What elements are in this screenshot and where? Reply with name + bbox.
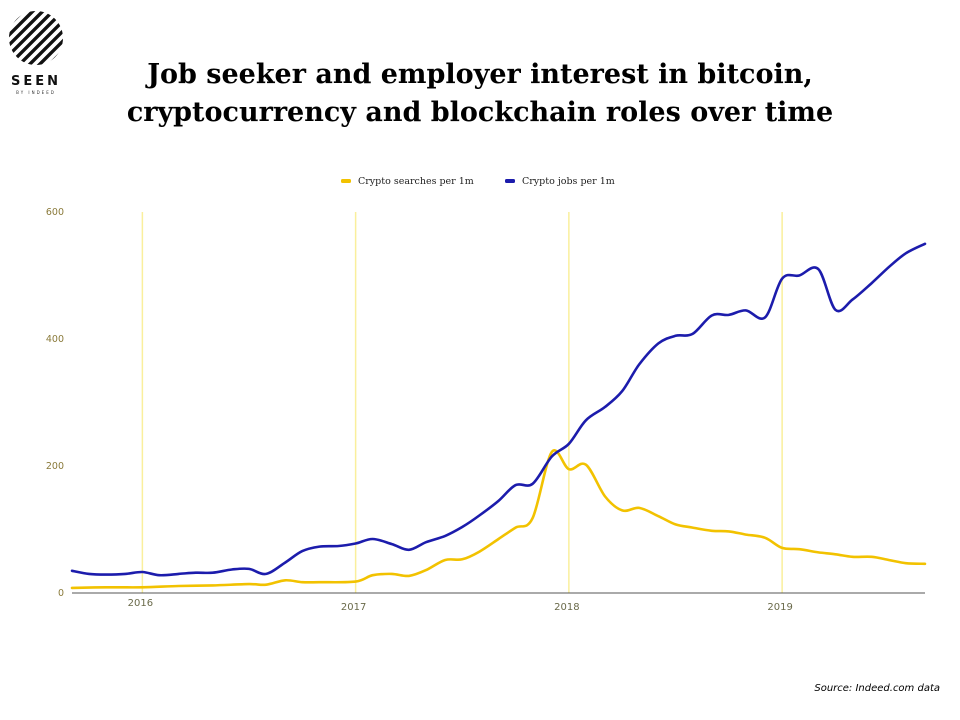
series-crypto-jobs-line	[70, 242, 927, 577]
y-tick-label-600: 600	[46, 207, 64, 218]
source-note: Source: Indeed.com data	[814, 683, 940, 694]
line-chart: 0 200 400 600 2016 2017 2018 2019 Crypto searche…	[46, 176, 927, 613]
logo-subtitle: BY INDEED	[16, 90, 56, 95]
page-title: Job seeker and employer interest in bitc…	[80, 56, 880, 132]
legend-item-jobs-swatch	[505, 179, 515, 183]
legend-item-searches-label: Crypto searches per 1m	[358, 176, 474, 187]
title-line-1: Job seeker and employer interest in bitc…	[147, 59, 813, 90]
y-tick-label-200: 200	[46, 461, 64, 472]
x-tick-label-2017: 2017	[341, 602, 366, 613]
y-tick-label-0: 0	[58, 588, 64, 599]
legend-item-searches-swatch	[341, 179, 351, 183]
logo: SEEN BY INDEED	[6, 8, 66, 98]
x-tick-label-2016: 2016	[128, 598, 153, 609]
title-line-2: cryptocurrency and blockchain roles over…	[126, 97, 834, 128]
x-tick-label-2018: 2018	[554, 602, 579, 613]
logo-wordmark: SEEN	[10, 74, 61, 89]
striped-circle-icon	[9, 11, 63, 65]
x-tick-label-2019: 2019	[767, 602, 792, 613]
series-crypto-searches-line	[70, 449, 927, 590]
legend-item-jobs-label: Crypto jobs per 1m	[522, 176, 615, 187]
y-tick-label-400: 400	[46, 334, 64, 345]
